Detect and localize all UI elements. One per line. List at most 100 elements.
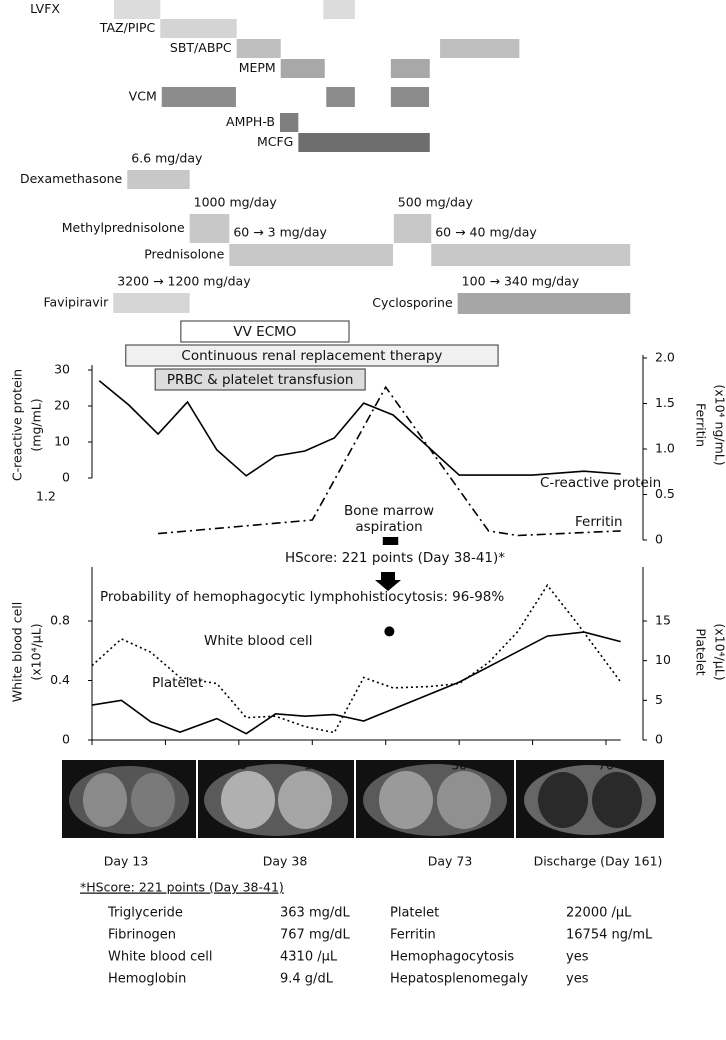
therapy-bar	[390, 59, 430, 78]
table-cell: Hemophagocytosis	[390, 950, 514, 965]
y-tick-label: 0	[62, 732, 70, 747]
row-label: Cyclosporine	[372, 295, 453, 310]
y-tick-label: 0	[62, 470, 70, 485]
y-tick-label: 0.8	[50, 613, 70, 628]
table-cell: Hemoglobin	[108, 972, 186, 987]
series-line	[91, 631, 621, 735]
y2-tick-label: 10	[655, 652, 671, 667]
therapy-box	[180, 320, 350, 343]
therapy-bar	[457, 293, 631, 314]
dose-label: 6.6 mg/day	[131, 151, 203, 166]
box-label: PRBC & platelet transfusion	[167, 372, 354, 388]
table-cell: 4310 /μL	[280, 950, 338, 965]
series-label: White blood cell	[204, 633, 312, 649]
row-label: MEPM	[239, 60, 276, 75]
therapy-bar	[440, 39, 520, 58]
annotation: HScore: 221 points (Day 38-41)*	[285, 550, 505, 566]
ct-lung	[131, 773, 175, 827]
y-axis-title: (x10⁴/μL)	[29, 623, 44, 680]
dose-label: 3200 → 1200 mg/day	[117, 274, 251, 289]
y-tick-label: 20	[54, 398, 70, 413]
ct-caption: Day 73	[428, 854, 473, 869]
therapy-bar	[160, 19, 237, 38]
series-label: Ferritin	[575, 514, 623, 530]
ct-lung	[221, 771, 275, 829]
row-label: MCFG	[257, 134, 293, 149]
therapy-bar	[279, 113, 299, 132]
ct-lung	[592, 772, 642, 828]
therapy-bar	[390, 87, 430, 107]
y2-axis-title: (x10⁴/μL)	[713, 623, 726, 680]
series-line	[91, 583, 622, 734]
row-label: VCM	[129, 89, 157, 104]
row-label: Dexamethasone	[20, 171, 123, 186]
box-label: VV ECMO	[233, 324, 296, 340]
row-label: Favipiravir	[43, 295, 109, 310]
x-tick-label: 60	[525, 758, 541, 773]
x-tick-label: 70	[598, 758, 614, 773]
therapy-bar	[189, 214, 230, 243]
y2-tick-label: 15	[655, 613, 671, 628]
row-label: LVFX	[30, 1, 60, 16]
ct-lung	[379, 771, 433, 829]
y2-tick-label: 5	[655, 692, 663, 707]
x-tick-label: 40	[378, 758, 394, 773]
table-title: *HScore: 221 points (Day 38-41)	[80, 880, 284, 895]
ct-lung	[437, 771, 491, 829]
hscore-table: Triglyceride 363 mg/dL Platelet 22000 /μL Fi…	[107, 906, 653, 987]
therapy-bar	[229, 244, 394, 266]
table-cell: Fibrinogen	[108, 928, 176, 943]
therapy-bar	[161, 87, 236, 107]
y2-axis-title: (x10⁴ ng/mL)	[713, 384, 726, 465]
ct-images	[62, 760, 664, 838]
dose-label: 60 → 3 mg/day	[233, 225, 327, 240]
therapy-box	[125, 344, 499, 367]
y-axis-title: White blood cell	[10, 602, 25, 702]
y2-tick-label: 2.0	[655, 350, 675, 365]
dose-label: 1000 mg/day	[194, 195, 278, 210]
dose-label: 100 → 340 mg/day	[462, 274, 580, 289]
x-tick-label: 20	[231, 758, 247, 773]
y2-tick-label: 1.5	[655, 395, 675, 410]
procedure-bar	[382, 537, 399, 545]
x-tick-label: 0	[88, 758, 96, 773]
table-cell: 363 mg/dL	[280, 906, 350, 921]
annotation: Probability of hemophagocytic lymphohist…	[100, 589, 504, 605]
table-cell: White blood cell	[108, 950, 212, 965]
x-tick-label: 30	[304, 758, 320, 773]
annotation: Bone marrow	[344, 503, 434, 519]
table-cell: Triglyceride	[107, 906, 183, 921]
box-label: Continuous renal replacement therapy	[181, 348, 442, 364]
row-label: Methylprednisolone	[62, 220, 185, 235]
table-cell: Ferritin	[390, 928, 436, 943]
table-cell: 22000 /μL	[566, 906, 632, 921]
table-cell: Platelet	[390, 906, 439, 921]
series-line	[158, 385, 621, 537]
y2-axis-title: Platelet	[694, 628, 709, 675]
y2-tick-label: 0	[655, 532, 663, 547]
series-label: Platelet	[152, 675, 203, 691]
therapy-bar	[323, 0, 355, 19]
y-axis-title: C-reactive protein	[10, 369, 25, 481]
ct-lung	[278, 771, 332, 829]
ct-lung	[538, 772, 588, 828]
ct-caption: Day 13	[104, 854, 149, 869]
row-label: Prednisolone	[144, 247, 224, 262]
series-label: C-reactive protein	[540, 475, 661, 491]
y-tick-label: 10	[54, 434, 70, 449]
therapy-bar	[393, 214, 432, 243]
dose-label: 500 mg/day	[398, 195, 474, 210]
row-label: AMPH-B	[226, 114, 275, 129]
therapy-bar	[298, 133, 430, 152]
y-axis-title: (mg/mL)	[29, 398, 44, 451]
ct-lung	[83, 773, 127, 827]
dose-label: 60 → 40 mg/day	[435, 225, 537, 240]
therapy-bar	[326, 87, 355, 107]
y-tick-label: 0.4	[50, 672, 70, 687]
therapy-bar	[114, 0, 161, 19]
y2-tick-label: 0	[655, 732, 663, 747]
y2-tick-label: 1.0	[655, 441, 675, 456]
therapy-box	[154, 368, 366, 391]
table-cell: 9.4 g/dL	[280, 972, 334, 987]
